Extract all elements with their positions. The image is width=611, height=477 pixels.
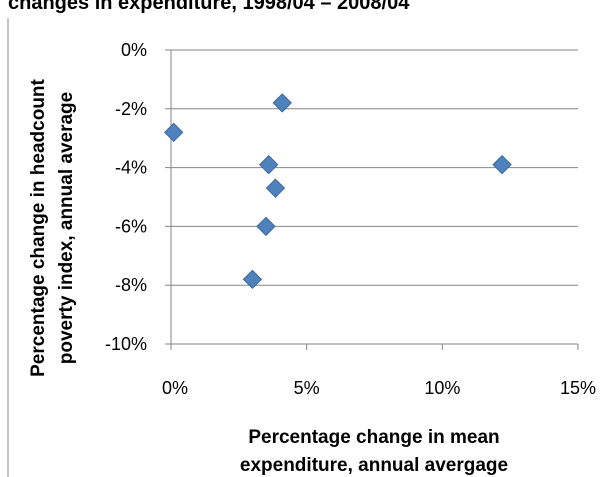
gridlines	[171, 49, 578, 286]
x-axis-title-line-2: expenditure, annual avergage	[240, 455, 508, 476]
data-point	[265, 178, 286, 198]
x-tick-label: 10%	[424, 378, 460, 398]
y-tick-label: -8%	[115, 275, 147, 295]
x-axis-title-line-1: Percentage change in mean	[248, 427, 499, 448]
y-tick-label: -6%	[115, 216, 147, 236]
y-axis-title: Percentage change in headcount poverty i…	[28, 78, 77, 376]
y-tick-label: -10%	[105, 334, 147, 354]
x-tick-label: 15%	[560, 378, 596, 398]
x-tick-label: 0%	[162, 378, 188, 398]
data-point	[256, 216, 276, 237]
data-point	[164, 122, 184, 143]
y-tick-label: -4%	[115, 158, 147, 178]
chart-title: changes in expenditure, 1998/04 – 2008/0…	[8, 0, 410, 14]
x-tick-labels: 0% 5% 10% 15%	[162, 378, 596, 398]
y-axis-title-line-1: Percentage change in headcount	[28, 78, 49, 376]
data-point	[242, 269, 263, 290]
data-points	[164, 93, 512, 290]
y-tick-label: -2%	[115, 99, 147, 119]
data-point	[258, 154, 279, 175]
data-point	[272, 93, 292, 113]
x-tick-label: 5%	[294, 378, 320, 398]
y-tick-label: 0%	[121, 40, 147, 60]
y-tick-labels: 0% -2% -4% -6% -8% -10%	[105, 40, 147, 354]
axes	[165, 49, 579, 350]
data-point	[492, 154, 512, 175]
y-axis-title-line-2: poverty index, annual average	[56, 92, 77, 364]
